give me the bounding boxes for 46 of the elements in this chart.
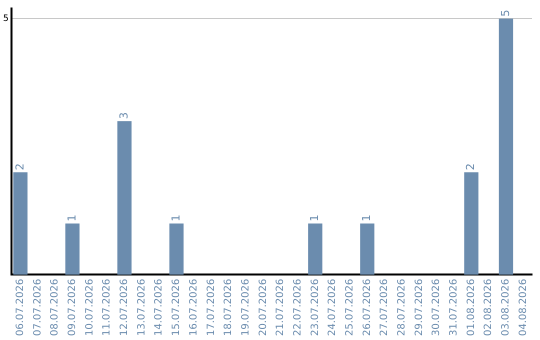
x-tick-label: 13.07.2026 (136, 278, 148, 336)
bar (498, 18, 514, 275)
bar (308, 224, 322, 275)
x-tick-label: 16.07.2026 (188, 278, 200, 336)
x-tick-label: 20.07.2026 (258, 278, 269, 336)
x-tick-label: 23.07.2026 (310, 278, 321, 336)
x-tick-label: 17.07.2026 (206, 278, 217, 336)
data-label: 5 (498, 10, 512, 17)
x-tick-label: 11.07.2026 (102, 278, 113, 336)
x-tick-label: 25.07.2026 (344, 278, 356, 336)
data-label: 3 (117, 112, 130, 120)
x-tick-label: 02.08.2026 (483, 278, 494, 336)
x-tick-label: 22.07.2026 (292, 278, 304, 336)
x-tick-label: 27.07.2026 (379, 278, 390, 336)
x-tick-label: 04.08.2026 (518, 278, 529, 336)
data-label: 2 (464, 163, 478, 170)
x-tick-label: 07.07.2026 (32, 278, 44, 336)
x-tick-label: 29.07.2026 (414, 278, 425, 336)
bar (13, 172, 28, 275)
data-label: 2 (13, 163, 26, 170)
data-label: 1 (65, 214, 78, 222)
x-tick-label: 30.07.2026 (431, 278, 442, 336)
data-label: 1 (169, 214, 182, 222)
bar (360, 224, 374, 275)
x-tick-label: 28.07.2026 (396, 278, 408, 336)
x-tick-label: 31.07.2026 (448, 278, 460, 336)
x-tick-label: 24.07.2026 (327, 278, 338, 336)
bar (117, 121, 132, 275)
bar (464, 172, 478, 275)
x-tick-label: 06.07.2026 (14, 278, 26, 336)
x-tick-label: 01.08.2026 (466, 278, 477, 336)
x-tick-label: 09.07.2026 (67, 278, 78, 336)
x-tick-label: 10.07.2026 (84, 278, 96, 336)
x-tick-label: 08.07.2026 (50, 278, 61, 336)
x-tick-label: 12.07.2026 (119, 278, 130, 336)
x-tick-label: 18.07.2026 (223, 278, 234, 336)
bar (65, 224, 80, 275)
x-tick-label: 21.07.2026 (275, 278, 286, 336)
data-label: 1 (360, 214, 374, 222)
x-tick-label: 19.07.2026 (240, 278, 252, 336)
data-label: 1 (308, 214, 322, 222)
x-tick-label: 26.07.2026 (362, 278, 373, 336)
x-tick-label: 15.07.2026 (171, 278, 182, 336)
x-tick-label: 03.08.2026 (500, 278, 512, 336)
bar (169, 224, 184, 275)
x-tick-label: 14.07.2026 (154, 278, 165, 336)
